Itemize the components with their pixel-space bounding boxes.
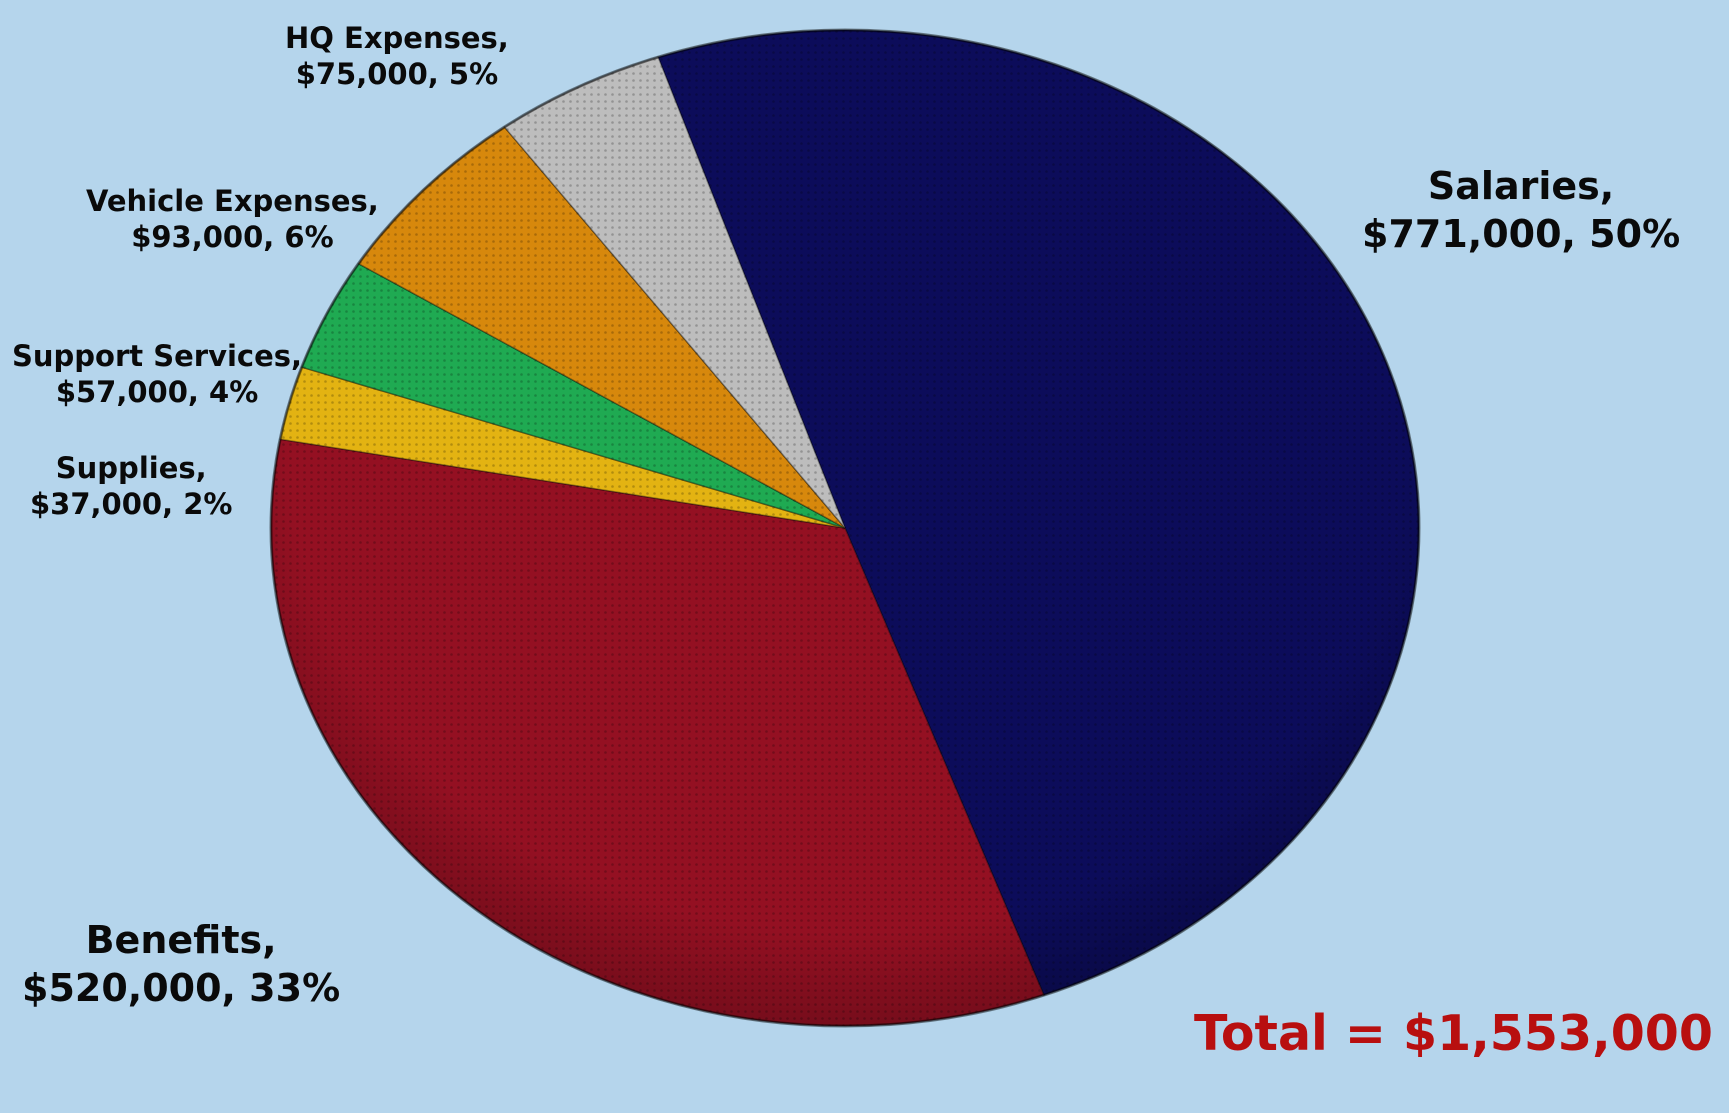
slice-label-benefits: Benefits, $520,000, 33% xyxy=(22,917,340,1012)
label-value: $771,000, 50% xyxy=(1362,211,1681,256)
label-name: Benefits, xyxy=(85,918,277,962)
label-value: $93,000, 6% xyxy=(131,220,334,255)
total-label: Total = $1,553,000 xyxy=(1193,1005,1713,1062)
label-value: $520,000, 33% xyxy=(22,965,341,1010)
slice-label-support-services: Support Services, $57,000, 4% xyxy=(12,338,302,411)
slice-label-salaries: Salaries, $771,000, 50% xyxy=(1362,163,1680,258)
label-name: Salaries, xyxy=(1427,164,1615,208)
label-name: HQ Expenses, xyxy=(285,21,509,55)
label-name: Vehicle Expenses, xyxy=(86,184,379,218)
label-value: $57,000, 4% xyxy=(55,375,259,410)
label-name: Supplies, xyxy=(55,451,207,485)
slice-label-supplies: Supplies, $37,000, 2% xyxy=(30,450,232,523)
slice-label-hq-expenses: HQ Expenses, $75,000, 5% xyxy=(285,20,509,93)
slice-label-vehicle-expenses: Vehicle Expenses, $93,000, 6% xyxy=(86,183,379,256)
label-value: $75,000, 5% xyxy=(295,57,499,92)
label-value: $37,000, 2% xyxy=(30,487,233,522)
pie-edge-shading xyxy=(269,28,1421,1028)
label-name: Support Services, xyxy=(12,339,303,373)
